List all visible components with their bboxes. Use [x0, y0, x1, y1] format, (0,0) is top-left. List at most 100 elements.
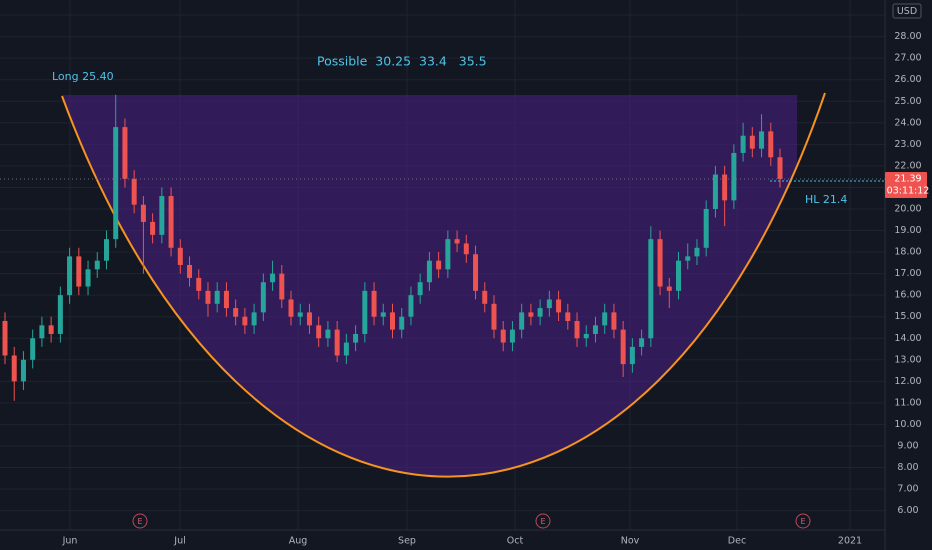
candle-body	[537, 308, 543, 317]
y-tick-label: 12.00	[894, 376, 921, 387]
candle-body	[57, 295, 63, 334]
candle-body	[445, 239, 451, 270]
candle-body	[648, 239, 654, 339]
candle-body	[288, 299, 294, 317]
candle-body	[574, 321, 580, 339]
candle-body	[777, 157, 783, 180]
candle-body	[140, 204, 146, 222]
candle-body	[592, 325, 598, 334]
candle-body	[353, 333, 359, 343]
candle-body	[2, 321, 8, 356]
x-tick-label: Oct	[507, 536, 524, 547]
x-tick-label: 2021	[838, 536, 862, 547]
candle-body	[196, 277, 202, 291]
candle-body	[334, 329, 340, 356]
candle-body	[233, 308, 239, 317]
y-tick-label: 20.00	[894, 203, 921, 214]
candle-body	[500, 329, 506, 343]
candle-body	[159, 196, 165, 235]
candle-body	[546, 299, 552, 309]
candle-body	[426, 260, 432, 283]
y-tick-label: 27.00	[894, 53, 921, 64]
candle-body	[30, 338, 36, 360]
candle-body	[417, 282, 423, 296]
candle-body	[20, 359, 26, 382]
hl-label: HL 21.4	[805, 193, 847, 206]
candle-body	[362, 290, 368, 334]
earnings-marker	[535, 513, 551, 529]
candle-body	[297, 312, 303, 317]
currency-badge	[892, 3, 922, 19]
candle-body	[76, 256, 82, 287]
candle-body	[168, 196, 174, 248]
candle-body	[67, 256, 73, 296]
candle-body	[279, 273, 285, 300]
candle-body	[214, 290, 220, 304]
candle-body	[205, 290, 211, 304]
y-tick-label: 6.00	[897, 505, 918, 516]
candle-body	[316, 325, 322, 339]
y-tick-label: 13.00	[894, 354, 921, 365]
candle-body	[740, 135, 746, 153]
candle-body	[611, 312, 617, 330]
candle-body	[463, 243, 469, 255]
y-tick-label: 18.00	[894, 247, 921, 258]
candle-body	[325, 329, 331, 339]
candle-body	[759, 131, 765, 149]
earnings-label: E	[540, 517, 545, 526]
earnings-label: E	[800, 517, 805, 526]
candle-body	[48, 325, 54, 334]
x-tick-label: Jul	[173, 536, 185, 547]
candle-body	[380, 312, 386, 317]
candle-body	[722, 174, 728, 201]
y-tick-label: 17.00	[894, 268, 921, 279]
earnings-marker	[132, 513, 148, 529]
last-price-label: 21.39	[894, 174, 921, 185]
y-tick-label: 10.00	[894, 419, 921, 430]
y-tick-label: 24.00	[894, 117, 921, 128]
x-tick-label: Aug	[289, 536, 308, 547]
candle-body	[103, 239, 109, 261]
candle-body	[685, 256, 691, 261]
y-tick-label: 19.00	[894, 225, 921, 236]
candle-body	[454, 239, 460, 244]
candle-body	[749, 135, 755, 149]
x-tick-label: Sep	[398, 536, 416, 547]
candle-body	[408, 295, 414, 317]
candle-body	[620, 329, 626, 365]
candle-body	[565, 312, 571, 322]
candle-body	[602, 312, 608, 326]
cup-curve	[61, 92, 826, 478]
y-tick-label: 9.00	[897, 440, 918, 451]
candle-body	[556, 299, 562, 313]
candle-body	[436, 260, 442, 270]
candle-body	[473, 254, 479, 291]
long-label: Long 25.40	[52, 70, 114, 83]
y-tick-label: 28.00	[894, 31, 921, 42]
candles	[2, 94, 783, 401]
y-tick-label: 22.00	[894, 160, 921, 171]
candle-body	[371, 290, 377, 317]
candle-body	[122, 127, 128, 179]
candle-body	[768, 131, 774, 158]
candle-body	[694, 247, 700, 257]
candle-body	[150, 221, 156, 235]
candle-body	[509, 329, 515, 343]
y-tick-label: 23.00	[894, 139, 921, 150]
candle-body	[11, 355, 17, 382]
y-tick-label: 8.00	[897, 462, 918, 473]
y-tick-label: 26.00	[894, 74, 921, 85]
price-badge	[885, 172, 927, 199]
countdown-label: 03:11:12	[887, 186, 930, 197]
candle-body	[657, 239, 663, 287]
y-tick-label: 15.00	[894, 311, 921, 322]
candle-body	[187, 265, 193, 278]
y-tick-label: 14.00	[894, 333, 921, 344]
candle-body	[583, 333, 589, 339]
candle-body	[703, 208, 709, 248]
y-tick-label: 16.00	[894, 290, 921, 301]
candle-body	[39, 325, 45, 339]
